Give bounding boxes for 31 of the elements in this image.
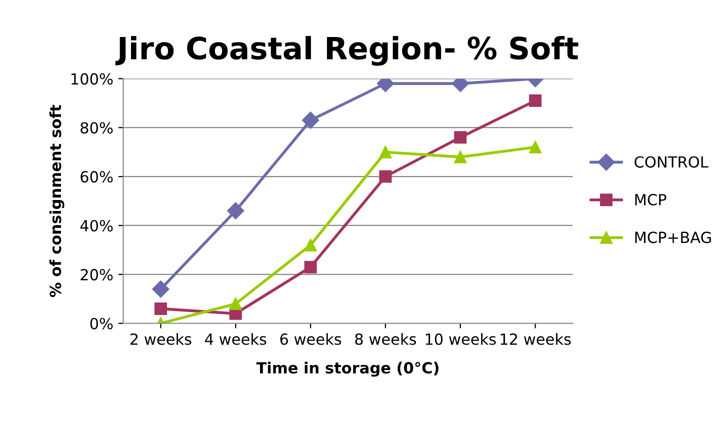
y-axis-title: % of consignment soft: [49, 104, 64, 298]
x-tick-label: 2 weeks: [130, 333, 192, 345]
x-tick-label: 6 weeks: [280, 333, 342, 345]
legend-label: MCP+BAG: [635, 232, 711, 244]
point: [454, 150, 467, 164]
point: [529, 94, 542, 107]
y-tick-label: 20%: [80, 268, 113, 280]
point: [379, 146, 392, 158]
point: [229, 298, 242, 310]
x-axis-title: Time in storage (0°C): [256, 362, 438, 377]
point: [379, 170, 392, 183]
point: [304, 260, 317, 274]
point: [154, 302, 167, 315]
y-tick-label: 60%: [80, 171, 113, 183]
x-tick-label: 8 weeks: [355, 333, 416, 345]
x-tick-label: 10 weeks: [426, 333, 496, 345]
x-tick-label: 4 weeks: [205, 333, 266, 345]
point: [529, 140, 542, 154]
legend-label: MCP: [635, 194, 666, 206]
point: [454, 131, 467, 144]
legend-label: CONTROL: [634, 156, 708, 168]
y-tick-label: 40%: [80, 220, 113, 232]
chart-title: Jiro Coastal Region- % Soft: [115, 36, 578, 66]
point: [152, 280, 170, 298]
y-tick-label: 0%: [90, 318, 113, 330]
y-tick-label: 100%: [72, 73, 113, 85]
point: [304, 238, 317, 252]
y-tick-label: 80%: [80, 122, 113, 134]
x-tick-label: 12 weeks: [500, 333, 571, 345]
point: [302, 112, 320, 129]
point: [227, 202, 244, 220]
